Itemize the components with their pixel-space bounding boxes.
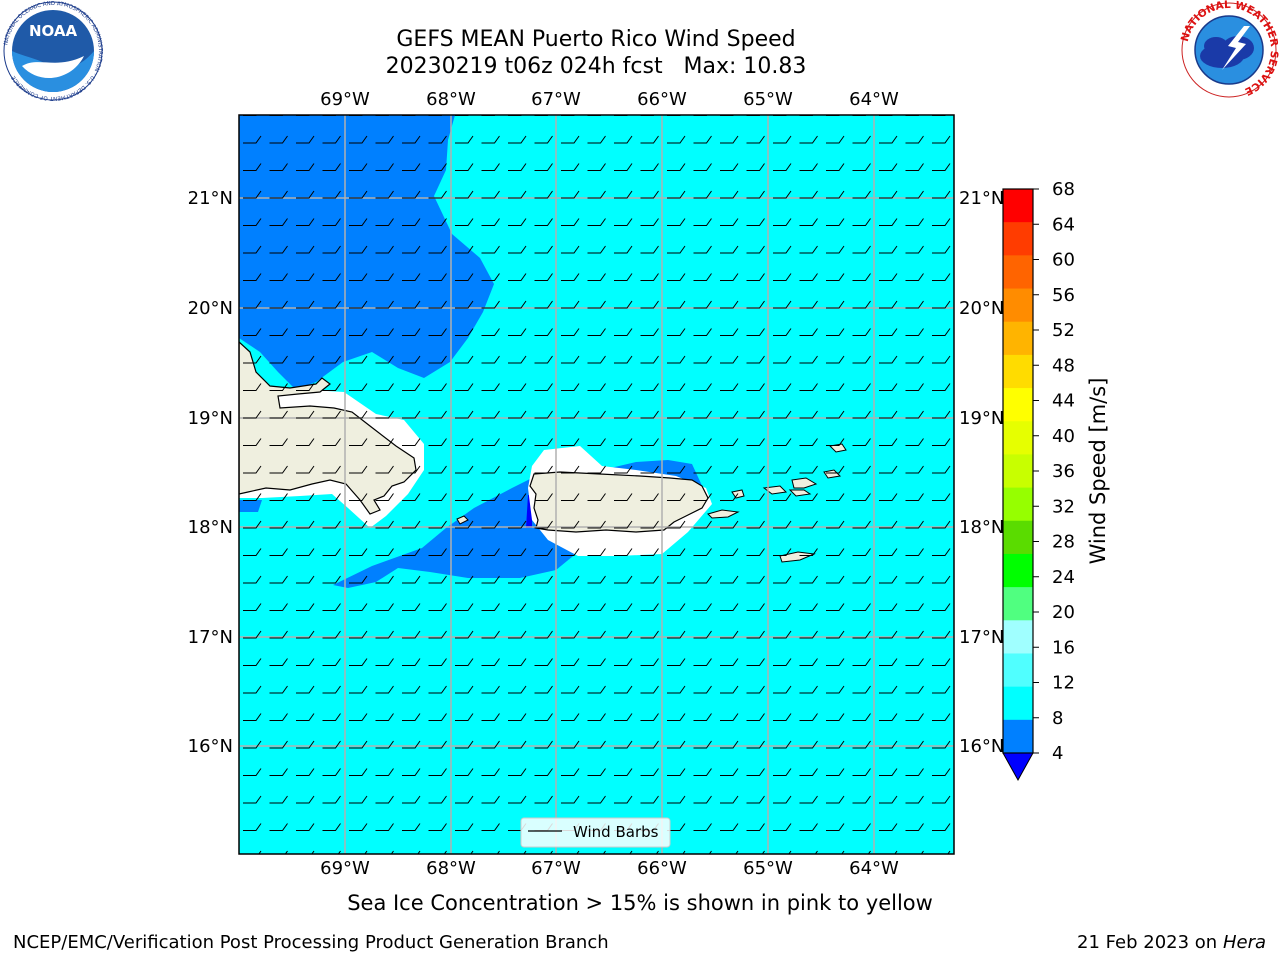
lon-label: 64°W [849, 858, 899, 879]
footer-host: Hera [1222, 932, 1266, 953]
lat-label: 17°N [188, 627, 233, 648]
lon-label: 64°W [849, 89, 899, 110]
lat-label: 21°N [188, 188, 233, 209]
colorbar-tick-label: 28 [1052, 532, 1075, 553]
chart-subtitle: 20230219 t06z 024h fcst Max: 10.83 [385, 54, 807, 79]
colorbar-bin [1003, 553, 1033, 588]
caption: Sea Ice Concentration > 15% is shown in … [347, 891, 933, 915]
colorbar-tick-label: 52 [1052, 320, 1075, 341]
colorbar-label: Wind Speed [m/s] [1086, 378, 1110, 565]
colorbar-bin [1003, 620, 1033, 654]
colorbar-bin [1003, 719, 1033, 754]
nws-logo: NATIONAL WEATHER SERVICE [1179, 0, 1280, 98]
colorbar-extend-triangle [1002, 752, 1034, 782]
lon-label: 69°W [320, 89, 370, 110]
footer-date: 21 Feb 2023 on Hera [1077, 932, 1266, 953]
colorbar-tick-label: 24 [1052, 567, 1075, 588]
lat-label: 21°N [959, 188, 1004, 209]
lon-label: 65°W [743, 89, 793, 110]
colorbar-bin [1003, 255, 1033, 290]
colorbar-bin [1003, 686, 1033, 721]
lat-label: 19°N [188, 408, 233, 429]
lat-label: 20°N [188, 298, 233, 319]
colorbar-bin [1003, 189, 1033, 223]
wind-barbs [239, 115, 954, 854]
colorbar-bin [1003, 587, 1033, 621]
colorbar-bin [1003, 354, 1033, 389]
colorbar-bin [1003, 288, 1033, 323]
colorbar-tick-label: 40 [1052, 426, 1075, 447]
lon-labels-top: 69°W 68°W 67°W 66°W 65°W 64°W [320, 89, 899, 110]
lat-labels-left: 21°N 20°N 19°N 18°N 17°N 16°N [188, 188, 233, 757]
lon-label: 69°W [320, 858, 370, 879]
lon-label: 66°W [637, 89, 687, 110]
lat-labels-right: 21°N 20°N 19°N 18°N 17°N 16°N [959, 188, 1004, 757]
colorbar-ticks: 68 64 60 56 52 48 44 40 36 32 28 24 20 16 12 8 4 [1033, 179, 1075, 764]
noaa-logo: NOAA NATIONAL OCEANIC AND ATMOSPHERIC AD… [3, 1, 103, 101]
colorbar-tick-label: 36 [1052, 461, 1075, 482]
noaa-text: NOAA [29, 22, 78, 40]
colorbar-tick-label: 68 [1052, 179, 1075, 200]
colorbar-tick-label: 44 [1052, 391, 1075, 412]
map-legend: Wind Barbs [520, 817, 671, 848]
lon-labels-bottom: 69°W 68°W 67°W 66°W 65°W 64°W [320, 858, 899, 879]
colorbar-tick-label: 8 [1052, 708, 1063, 729]
colorbar-bin [1003, 454, 1033, 489]
lon-label: 67°W [531, 89, 581, 110]
colorbar [1003, 189, 1033, 754]
colorbar-tick-label: 12 [1052, 673, 1075, 694]
colorbar-bin [1003, 388, 1033, 422]
lat-label: 19°N [959, 408, 1004, 429]
colorbar-bin [1003, 421, 1033, 455]
colorbar-bin [1003, 520, 1033, 555]
colorbar-tick-label: 16 [1052, 637, 1075, 658]
lat-label: 16°N [959, 736, 1004, 757]
lat-label: 18°N [959, 517, 1004, 538]
map-area [239, 115, 954, 854]
colorbar-bin [1003, 487, 1033, 522]
colorbar-tick-label: 56 [1052, 285, 1075, 306]
lat-label: 20°N [959, 298, 1004, 319]
lat-label: 17°N [959, 627, 1004, 648]
lon-label: 66°W [637, 858, 687, 879]
lat-label: 16°N [188, 736, 233, 757]
colorbar-tick-label: 32 [1052, 496, 1075, 517]
map-frame [238, 114, 955, 855]
footer-date-text: 21 Feb 2023 on [1077, 932, 1218, 953]
legend-label: Wind Barbs [573, 823, 659, 841]
colorbar-tick-label: 20 [1052, 602, 1075, 623]
colorbar-tick-label: 48 [1052, 355, 1075, 376]
colorbar-tick-label: 64 [1052, 214, 1075, 235]
colorbar-tick-label: 4 [1052, 743, 1063, 764]
lon-label: 65°W [743, 858, 793, 879]
lon-label: 67°W [531, 858, 581, 879]
lon-label: 68°W [426, 89, 476, 110]
colorbar-bin [1003, 222, 1033, 256]
chart-title: GEFS MEAN Puerto Rico Wind Speed [396, 27, 796, 52]
colorbar-bin [1003, 321, 1033, 356]
lon-label: 68°W [426, 858, 476, 879]
colorbar-bin [1003, 653, 1033, 688]
lat-label: 18°N [188, 517, 233, 538]
footer-credit: NCEP/EMC/Verification Post Processing Pr… [13, 932, 609, 953]
colorbar-tick-label: 60 [1052, 250, 1075, 271]
